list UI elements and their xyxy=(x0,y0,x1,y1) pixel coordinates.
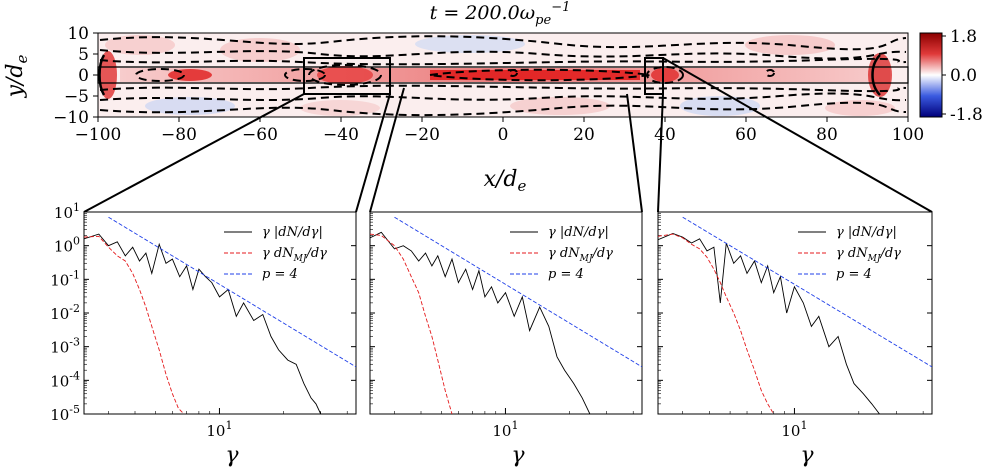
heatmap-x-tick-label: −40 xyxy=(323,125,359,145)
heatmap-x-tick-label: −100 xyxy=(75,125,122,145)
colorbar-ticks: 1.8 0.0 -1.8 xyxy=(942,27,983,125)
spectrum-y-tick-label: 10-5 xyxy=(50,403,80,424)
spectrum-frame xyxy=(369,211,643,415)
legend-label-1: γ dNMJ/dγ xyxy=(262,246,327,264)
heatmap-y-tick-label: −10 xyxy=(53,108,89,128)
legend-label-2: p = 4 xyxy=(836,267,872,282)
spectrum-x-tick-label: 101 xyxy=(492,419,518,440)
spectrum-series xyxy=(658,216,932,414)
spectrum-xlabel: γ xyxy=(225,443,239,467)
heatmap-x-tick-label: −20 xyxy=(404,125,440,145)
spectrum-legend: γ |dN/dγ| γ dNMJ/dγ p = 4 xyxy=(510,225,613,282)
series-line-0 xyxy=(370,231,597,414)
spectrum-xlabel: γ xyxy=(800,443,814,467)
heatmap-y-tick-label: 0 xyxy=(78,66,89,86)
spectrum-frame xyxy=(83,211,357,415)
heatmap-x-tick-label: 100 xyxy=(892,125,924,145)
legend-label-1: γ dNMJ/dγ xyxy=(836,246,901,264)
zoom-box-right xyxy=(644,57,664,95)
spectrum-y-tick-label: 100 xyxy=(54,235,80,256)
series-line-1 xyxy=(658,233,775,414)
spectrum-y-tick-label: 10-1 xyxy=(50,268,80,289)
spectrum-panel-middle: 101 γ γ |dN/dγ| γ dNMJ/dγ p = 4 xyxy=(369,211,643,467)
spectrum-x-tick-label: 101 xyxy=(781,419,807,440)
colorbar-tick-label: 1.8 xyxy=(950,27,977,47)
spectrum-series xyxy=(370,216,642,414)
spectrum-y-tick-label: 101 xyxy=(54,201,80,222)
heatmap-x-tick-label: 80 xyxy=(816,125,838,145)
heatmap-x-tick-label: 60 xyxy=(735,125,757,145)
heatmap-y-tick-label: −5 xyxy=(64,87,89,107)
legend-label-2: p = 4 xyxy=(262,267,298,282)
heatmap-x-tick-label: −60 xyxy=(242,125,278,145)
spectrum-xlabel: γ xyxy=(511,443,525,467)
spectrum-series xyxy=(84,216,356,414)
heatmap-x-tick-label: 0 xyxy=(498,125,509,145)
spectrum-y-tick-label: 10-3 xyxy=(50,336,80,357)
legend-label-0: γ |dN/dγ| xyxy=(548,225,609,240)
heatmap-x-tick-label: 40 xyxy=(654,125,676,145)
colorbar xyxy=(919,32,943,118)
colorbar-tick-label: -1.8 xyxy=(950,105,983,125)
series-line-2 xyxy=(682,216,932,368)
heatmap-y-tick-label: 5 xyxy=(78,45,89,65)
spectrum-x-tick-label: 101 xyxy=(206,419,232,440)
legend-label-1: γ dNMJ/dγ xyxy=(548,246,613,264)
zoom-box-left xyxy=(303,57,391,95)
series-line-1 xyxy=(84,235,185,414)
series-line-2 xyxy=(108,216,356,368)
heatmap-x-tick-label: −80 xyxy=(161,125,197,145)
legend-label-2: p = 4 xyxy=(548,267,584,282)
spectrum-legend: γ |dN/dγ| γ dNMJ/dγ p = 4 xyxy=(798,225,901,282)
heatmap-field xyxy=(98,33,908,117)
legend-label-0: γ |dN/dγ| xyxy=(836,225,897,240)
heatmap-title: t = 200.0ωpe−1 xyxy=(430,0,571,28)
zoom-connectors xyxy=(83,57,933,213)
series-line-0 xyxy=(84,233,322,414)
spectrum-frame xyxy=(657,211,933,415)
legend-label-0: γ |dN/dγ| xyxy=(262,225,323,240)
spectrum-legend: γ |dN/dγ| γ dNMJ/dγ p = 4 xyxy=(224,225,327,282)
heatmap-x-tick-label: 20 xyxy=(573,125,595,145)
spectrum-y-tick-label: 10-4 xyxy=(50,369,80,390)
heatmap-panel: t = 200.0ωpe−1 xyxy=(3,0,983,195)
colorbar-tick-label: 0.0 xyxy=(950,66,977,86)
series-line-1 xyxy=(370,233,453,414)
spectrum-y-tick-label: 10-2 xyxy=(50,302,80,323)
spectrum-panel-right: 101 γ γ |dN/dγ| γ dNMJ/dγ p = 4 xyxy=(657,211,933,467)
heatmap-x-ticks: −100 −80 −60 −40 −20 0 20 40 60 80 100 xyxy=(75,117,924,145)
heatmap-xlabel: x/de xyxy=(484,167,527,195)
series-line-2 xyxy=(394,216,642,368)
series-line-0 xyxy=(658,233,887,414)
heatmap-ylabel: y/de xyxy=(3,54,31,98)
heatmap-y-tick-label: 10 xyxy=(67,24,89,44)
